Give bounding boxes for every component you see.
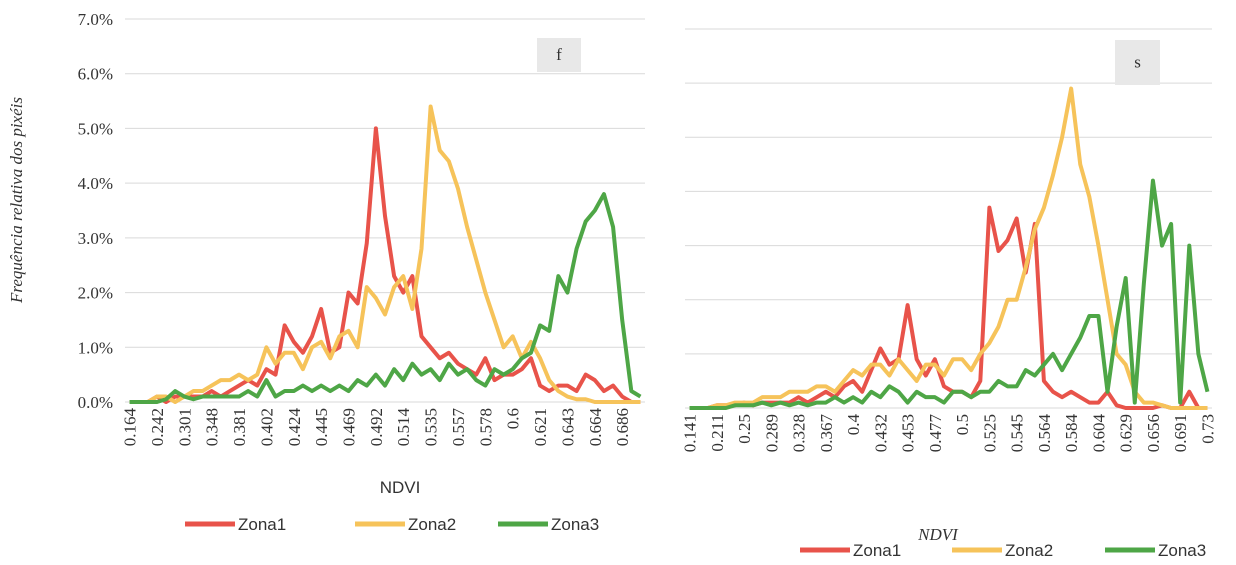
legend-label: Zona3 [551,515,599,534]
x-tick-label: 0.469 [340,408,359,446]
y-tick-label: 5.0% [78,119,113,138]
x-tick-label: 0.242 [148,408,167,446]
x-tick-label: 0.5 [953,414,972,435]
x-tick-label: 0.578 [476,408,495,446]
y-tick-label: 3.0% [78,229,113,248]
x-tick-label: 0.643 [558,408,577,446]
x-tick-label: 0.564 [1035,414,1054,453]
x-tick-label: 0.348 [203,408,222,446]
y-tick-label: 0.0% [78,393,113,412]
y-axis-label: Frequência relativa dos pixéis [7,97,26,304]
series-line [689,178,1210,410]
annotation: f [556,45,562,64]
x-tick-label: 0.73 [1198,414,1217,444]
x-tick-label: 0.381 [230,408,249,446]
x-tick-label: 0.211 [708,414,727,452]
x-axis-label: NDVI [380,478,421,497]
x-tick-label: 0.477 [926,414,945,453]
x-tick-label: 0.6 [504,408,523,429]
x-tick-label: 0.514 [394,408,413,447]
x-tick-label: 0.432 [871,414,890,452]
x-tick-label: 0.301 [175,408,194,446]
annotation-box [1115,40,1160,85]
series-line [689,86,1208,410]
y-tick-label: 2.0% [78,284,113,303]
x-tick-label: 0.629 [1117,414,1136,452]
x-tick-label: 0.453 [899,414,918,452]
legend-label: Zona2 [1005,541,1053,560]
x-axis-label: NDVI [917,525,959,544]
legend-label: Zona3 [1158,541,1206,560]
annotation: s [1134,53,1141,72]
legend-label: Zona2 [408,515,456,534]
x-tick-label: 0.535 [422,408,441,446]
x-tick-label: 0.402 [257,408,276,446]
x-tick-label: 0.492 [367,408,386,446]
legend-label: Zona1 [853,541,901,560]
x-tick-label: 0.424 [285,408,304,447]
x-tick-label: 0.4 [844,414,863,436]
x-tick-label: 0.141 [681,414,700,452]
x-tick-label: 0.545 [1008,414,1027,452]
series-line [129,192,642,404]
y-tick-label: 4.0% [78,174,113,193]
series-line [129,104,641,404]
x-tick-label: 0.367 [817,414,836,453]
x-tick-label: 0.289 [762,414,781,452]
x-tick-label: 0.621 [531,408,550,446]
x-tick-label: 0.604 [1089,414,1108,453]
x-tick-label: 0.328 [790,414,809,452]
y-tick-label: 1.0% [78,338,113,357]
annotation-box [537,38,581,72]
x-tick-label: 0.164 [121,408,140,447]
x-tick-label: 0.664 [586,408,605,447]
x-tick-label: 0.557 [449,408,468,447]
x-tick-label: 0.584 [1062,414,1081,453]
x-tick-label: 0.525 [980,414,999,452]
legend-label: Zona1 [238,515,286,534]
series-line [129,126,641,404]
x-tick-label: 0.445 [312,408,331,446]
y-tick-label: 6.0% [78,65,113,84]
y-tick-label: 7.0% [78,10,113,29]
x-tick-label: 0.25 [735,414,754,444]
x-tick-label: 0.691 [1171,414,1190,452]
x-tick-label: 0.656 [1144,414,1163,452]
x-tick-label: 0.686 [613,408,632,446]
